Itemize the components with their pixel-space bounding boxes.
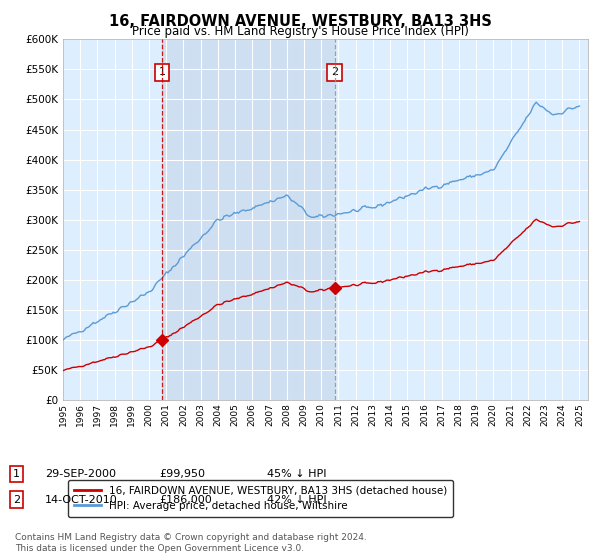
Text: 14-OCT-2010: 14-OCT-2010 bbox=[45, 494, 118, 505]
Text: 45% ↓ HPI: 45% ↓ HPI bbox=[267, 469, 326, 479]
Bar bbox=[162, 39, 335, 400]
Text: 16, FAIRDOWN AVENUE, WESTBURY, BA13 3HS: 16, FAIRDOWN AVENUE, WESTBURY, BA13 3HS bbox=[109, 14, 491, 29]
Legend: 16, FAIRDOWN AVENUE, WESTBURY, BA13 3HS (detached house), HPI: Average price, de: 16, FAIRDOWN AVENUE, WESTBURY, BA13 3HS … bbox=[68, 480, 454, 517]
Text: 2: 2 bbox=[331, 67, 338, 77]
Text: £99,950: £99,950 bbox=[159, 469, 205, 479]
Text: 29-SEP-2000: 29-SEP-2000 bbox=[45, 469, 116, 479]
Text: £186,000: £186,000 bbox=[159, 494, 212, 505]
Text: 42% ↓ HPI: 42% ↓ HPI bbox=[267, 494, 326, 505]
Text: Price paid vs. HM Land Registry's House Price Index (HPI): Price paid vs. HM Land Registry's House … bbox=[131, 25, 469, 38]
Text: 2: 2 bbox=[13, 494, 20, 505]
Text: 1: 1 bbox=[13, 469, 20, 479]
Text: 1: 1 bbox=[158, 67, 166, 77]
Text: Contains HM Land Registry data © Crown copyright and database right 2024.
This d: Contains HM Land Registry data © Crown c… bbox=[15, 533, 367, 553]
